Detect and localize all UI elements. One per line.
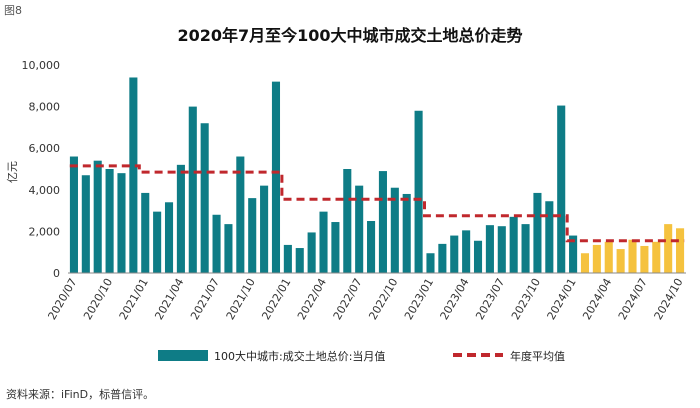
legend-label-line: 年度平均值 xyxy=(510,349,565,363)
legend-swatch-bar xyxy=(158,350,208,361)
bar xyxy=(283,244,292,273)
bar xyxy=(378,171,387,273)
bar xyxy=(664,224,673,273)
legend-label-bar: 100大中城市:成交土地总价:当月值 xyxy=(214,349,385,363)
x-tick-label: 2024/07 xyxy=(616,276,650,322)
bar xyxy=(462,230,471,273)
y-tick-label: 2,000 xyxy=(29,225,61,238)
bar xyxy=(521,224,530,273)
bar xyxy=(545,201,554,273)
bar xyxy=(307,232,316,273)
bar xyxy=(414,110,423,273)
y-tick-label: 10,000 xyxy=(22,59,61,72)
y-tick-label: 6,000 xyxy=(29,142,61,155)
average-line-group xyxy=(69,164,685,243)
bar xyxy=(509,216,518,273)
bar xyxy=(485,225,494,273)
bar xyxy=(676,228,685,273)
y-tick-label: 4,000 xyxy=(29,184,61,197)
average-line xyxy=(69,164,685,243)
bar xyxy=(604,241,613,273)
chart-title: 2020年7月至今100大中城市成交土地总价走势 xyxy=(177,26,523,45)
bar xyxy=(331,222,340,273)
bar xyxy=(367,221,376,273)
x-tick-label: 2024/04 xyxy=(580,276,614,322)
x-tick-label: 2022/10 xyxy=(366,276,400,322)
bar xyxy=(426,253,435,273)
bar xyxy=(117,173,126,273)
bar xyxy=(652,241,661,273)
bar xyxy=(129,77,138,273)
bar xyxy=(533,192,542,273)
bar xyxy=(295,248,304,273)
bar xyxy=(260,185,269,273)
bar xyxy=(69,156,78,273)
bars-group xyxy=(69,77,685,274)
bar xyxy=(473,240,483,273)
x-tick-label: 2024/10 xyxy=(652,276,686,322)
y-axis-label: 亿元 xyxy=(6,161,19,183)
bar xyxy=(153,211,162,273)
x-tick-label: 2021/04 xyxy=(152,276,186,322)
bar xyxy=(224,224,233,273)
x-tick-label: 2020/07 xyxy=(45,276,79,322)
bar xyxy=(176,164,185,273)
x-tick-label: 2022/01 xyxy=(259,276,293,322)
bar xyxy=(402,193,411,273)
bar xyxy=(343,169,352,273)
x-tick-label: 2023/07 xyxy=(473,276,507,322)
bar xyxy=(438,243,447,273)
x-tick-label: 2021/10 xyxy=(224,276,258,322)
x-tick-label: 2023/10 xyxy=(509,276,543,322)
bar xyxy=(390,187,399,273)
x-tick-label: 2023/04 xyxy=(438,276,472,322)
bar xyxy=(105,169,114,273)
x-tick-label: 2021/07 xyxy=(188,276,222,322)
bar xyxy=(616,249,625,273)
bar xyxy=(557,105,566,273)
bar xyxy=(497,226,506,273)
bar xyxy=(93,160,102,273)
bar xyxy=(640,245,649,273)
bar xyxy=(200,123,209,274)
bar xyxy=(236,156,245,273)
bar xyxy=(319,211,328,273)
bar xyxy=(450,235,459,273)
x-tick-label: 2020/10 xyxy=(81,276,115,322)
bar xyxy=(592,244,601,273)
bar xyxy=(212,214,221,273)
bar xyxy=(141,192,150,273)
bar xyxy=(569,235,578,273)
x-tick-label: 2021/01 xyxy=(117,276,151,322)
y-tick-label: 8,000 xyxy=(29,101,61,114)
bar xyxy=(355,185,364,273)
bar xyxy=(628,239,637,273)
source-note: 资料来源：iFinD，标普信评。 xyxy=(6,388,155,401)
bar xyxy=(580,253,590,273)
x-tick-label: 2022/07 xyxy=(331,276,365,322)
x-tick-label: 2022/04 xyxy=(295,276,329,322)
bar xyxy=(164,202,174,273)
figure-label: 图8 xyxy=(4,4,22,17)
y-axis: 0 2,000 4,000 6,000 8,000 10,000 xyxy=(22,59,61,280)
bar xyxy=(248,198,257,273)
x-axis: 2020/07 2020/10 2021/01 2021/04 2021/07 2021/… xyxy=(45,276,685,322)
bar xyxy=(81,175,90,273)
x-tick-label: 2023/01 xyxy=(402,276,436,322)
x-tick-label: 2024/01 xyxy=(545,276,579,322)
y-tick-label: 0 xyxy=(53,267,60,280)
bar xyxy=(188,106,197,273)
bar xyxy=(271,81,281,273)
legend: 100大中城市:成交土地总价:当月值 年度平均值 xyxy=(158,349,565,363)
